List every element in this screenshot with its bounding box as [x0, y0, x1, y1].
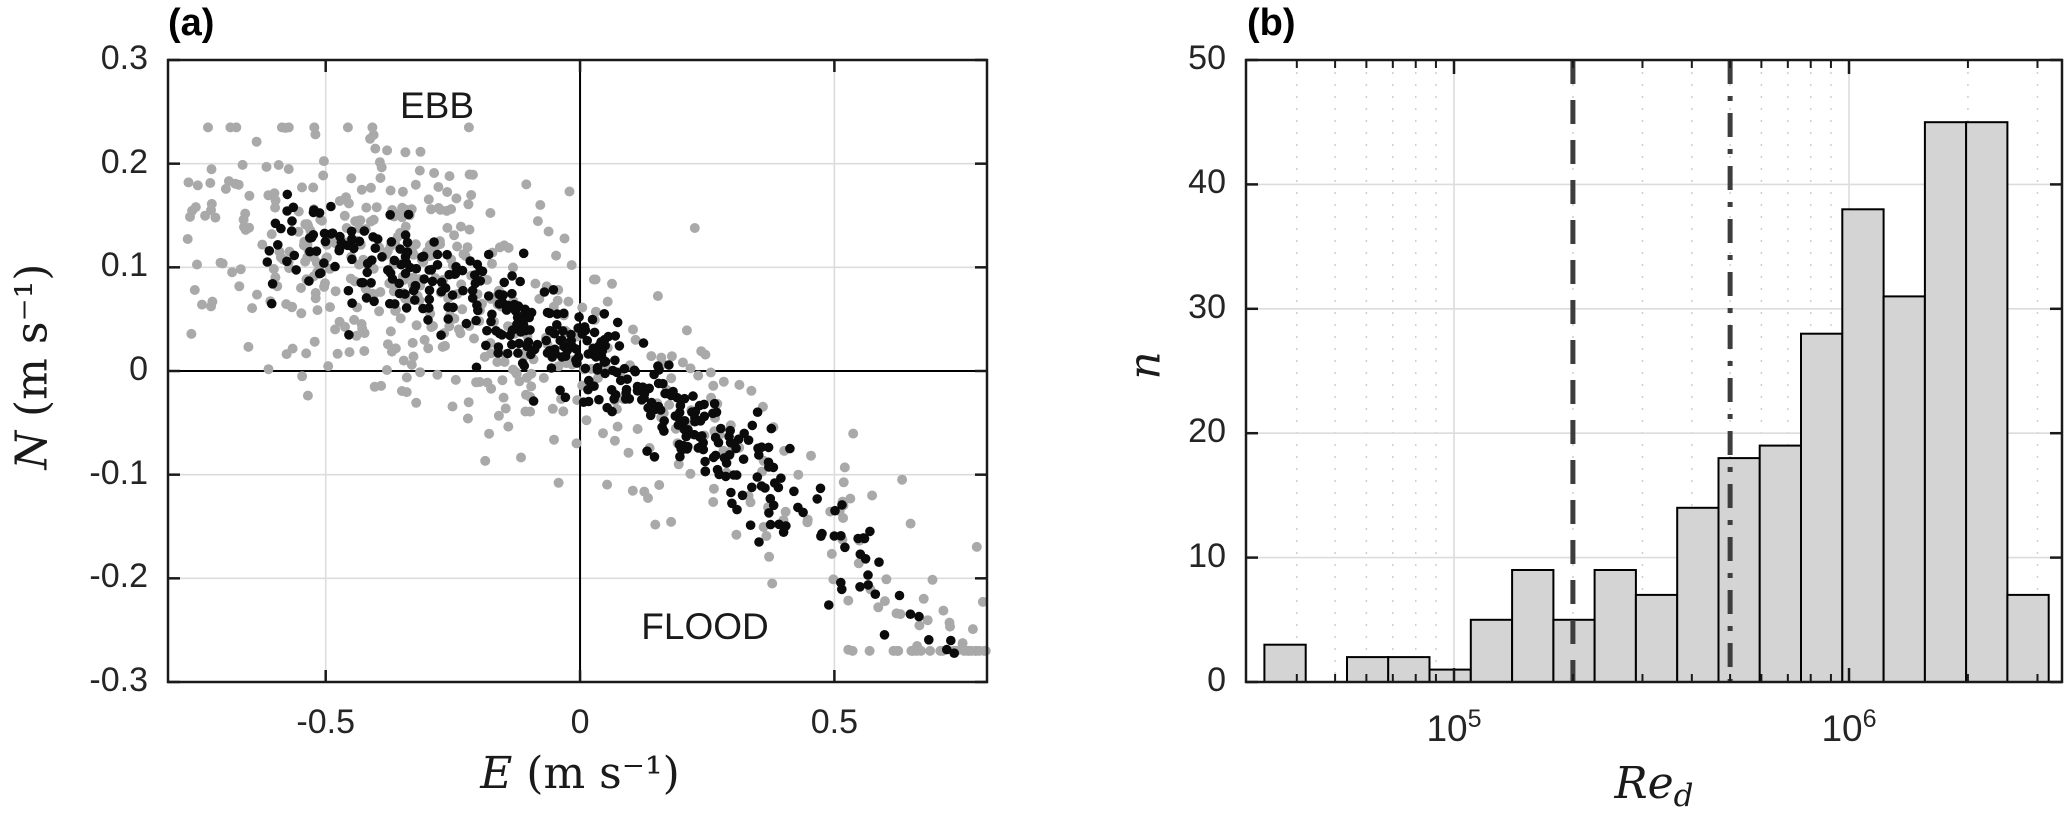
- flood-annotation: FLOOD: [641, 606, 769, 647]
- xlabel-a-units: (m s⁻¹): [512, 748, 680, 799]
- y-tick-label-a: 0.2: [100, 142, 148, 181]
- x-tick-label-b: 106: [1821, 705, 1877, 749]
- xlabel-b-sub: d: [1673, 778, 1694, 814]
- histogram-bars: [1263, 121, 2050, 684]
- y-tick-label-b: 20: [1188, 412, 1226, 451]
- panel-b-title: (b): [1247, 2, 1296, 44]
- histogram-bar: [2006, 593, 2050, 684]
- y-tick-label-b: 50: [1188, 39, 1226, 77]
- histogram-bar: [1346, 656, 1390, 683]
- histogram-bar: [1758, 444, 1802, 683]
- y-tick-label-a: -0.3: [89, 661, 148, 699]
- y-tick-label-b: 0: [1207, 661, 1226, 699]
- histogram-bar: [1676, 506, 1720, 683]
- x-tick-label-a: 0.5: [810, 703, 859, 741]
- histogram-bar: [1263, 643, 1307, 684]
- x-tick-label-a: -0.5: [296, 703, 355, 741]
- y-tick-label-a: -0.2: [89, 557, 148, 596]
- histogram-bar: [1717, 457, 1761, 683]
- panel-b-border: [1244, 58, 2064, 684]
- xlabel-a-var: E: [480, 748, 513, 799]
- panel-b-xlabel: Red: [1554, 758, 1754, 814]
- y-tick-label-a: 0: [129, 350, 148, 388]
- y-tick-label-b: 10: [1188, 536, 1226, 575]
- y-tick-label-a: 0.3: [100, 39, 148, 77]
- x-tick-label-a: 0: [570, 703, 590, 741]
- black-points-series: [262, 189, 959, 658]
- panel-a-xlabel: E (m s⁻¹): [430, 748, 730, 799]
- histogram-bar: [1923, 121, 1968, 683]
- histogram-bar: [1387, 656, 1431, 683]
- histogram-bar: [1634, 593, 1679, 684]
- histogram-bar: [1469, 618, 1514, 683]
- ylabel-b-var: n: [1119, 351, 1171, 380]
- panel-a-title: (a): [168, 2, 215, 44]
- histogram-bar: [1511, 569, 1555, 683]
- x-tick-label-b: 105: [1426, 705, 1482, 749]
- y-tick-label-b: 30: [1188, 287, 1226, 326]
- y-tick-label-a: 0.1: [100, 246, 148, 285]
- xlabel-b-var: Re: [1614, 758, 1674, 809]
- histogram-bar: [1800, 332, 1844, 683]
- histogram-bar: [1882, 295, 1926, 683]
- histogram-bar: [1593, 569, 1637, 683]
- gray-points-series: [182, 122, 991, 656]
- histogram-bar: [1965, 121, 2009, 683]
- histogram-bar: [1841, 208, 1885, 684]
- y-tick-label-a: -0.1: [89, 453, 148, 492]
- ebb-annotation: EBB: [399, 85, 475, 126]
- ylabel-a-units: (m s⁻¹): [6, 263, 58, 431]
- y-tick-label-b: 40: [1188, 163, 1226, 202]
